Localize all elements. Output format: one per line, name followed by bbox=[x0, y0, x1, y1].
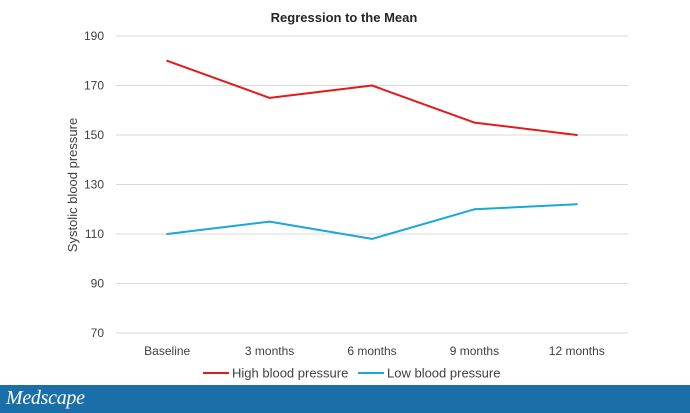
y-tick-label: 150 bbox=[84, 128, 104, 142]
line-chart: Regression to the Mean Systolic blood pr… bbox=[65, 10, 628, 381]
medscape-logo[interactable]: Medscape bbox=[6, 387, 85, 409]
y-tick-label: 170 bbox=[84, 79, 104, 93]
legend-label: Low blood pressure bbox=[387, 366, 500, 381]
x-tick-label: Baseline bbox=[144, 344, 190, 358]
data-point bbox=[473, 121, 476, 124]
gridlines bbox=[116, 35, 628, 334]
data-point bbox=[575, 203, 578, 206]
y-tick-label: 90 bbox=[91, 277, 105, 291]
y-tick-label: 110 bbox=[85, 227, 104, 241]
data-point bbox=[166, 59, 169, 62]
y-tick-label: 190 bbox=[84, 29, 104, 43]
y-tick-label: 130 bbox=[84, 178, 104, 192]
data-point bbox=[371, 237, 373, 240]
data-point bbox=[268, 96, 271, 99]
x-axis-ticks: Baseline 3 months 6 months 9 months 12 month… bbox=[144, 344, 605, 358]
data-point bbox=[575, 134, 578, 136]
series-line-0 bbox=[166, 59, 577, 136]
data-point bbox=[268, 220, 271, 223]
x-tick-label: 6 months bbox=[347, 344, 396, 358]
data-point bbox=[166, 233, 169, 235]
y-tick-label: 70 bbox=[91, 326, 105, 340]
legend: High blood pressure Low blood pressure bbox=[203, 366, 500, 381]
chart-title: Regression to the Mean bbox=[271, 10, 418, 25]
x-tick-label: 3 months bbox=[245, 344, 294, 358]
x-tick-label: 9 months bbox=[450, 344, 499, 358]
x-tick-label: 12 months bbox=[549, 344, 605, 358]
data-point bbox=[473, 208, 476, 211]
data-point bbox=[371, 84, 373, 87]
series-lines bbox=[166, 59, 578, 240]
y-axis-label: Systolic blood pressure bbox=[65, 118, 80, 252]
legend-label: High blood pressure bbox=[232, 366, 348, 381]
footer-bar: Medscape bbox=[0, 385, 690, 413]
y-axis-ticks: 70 90 110 130 150 170 190 bbox=[84, 29, 104, 340]
